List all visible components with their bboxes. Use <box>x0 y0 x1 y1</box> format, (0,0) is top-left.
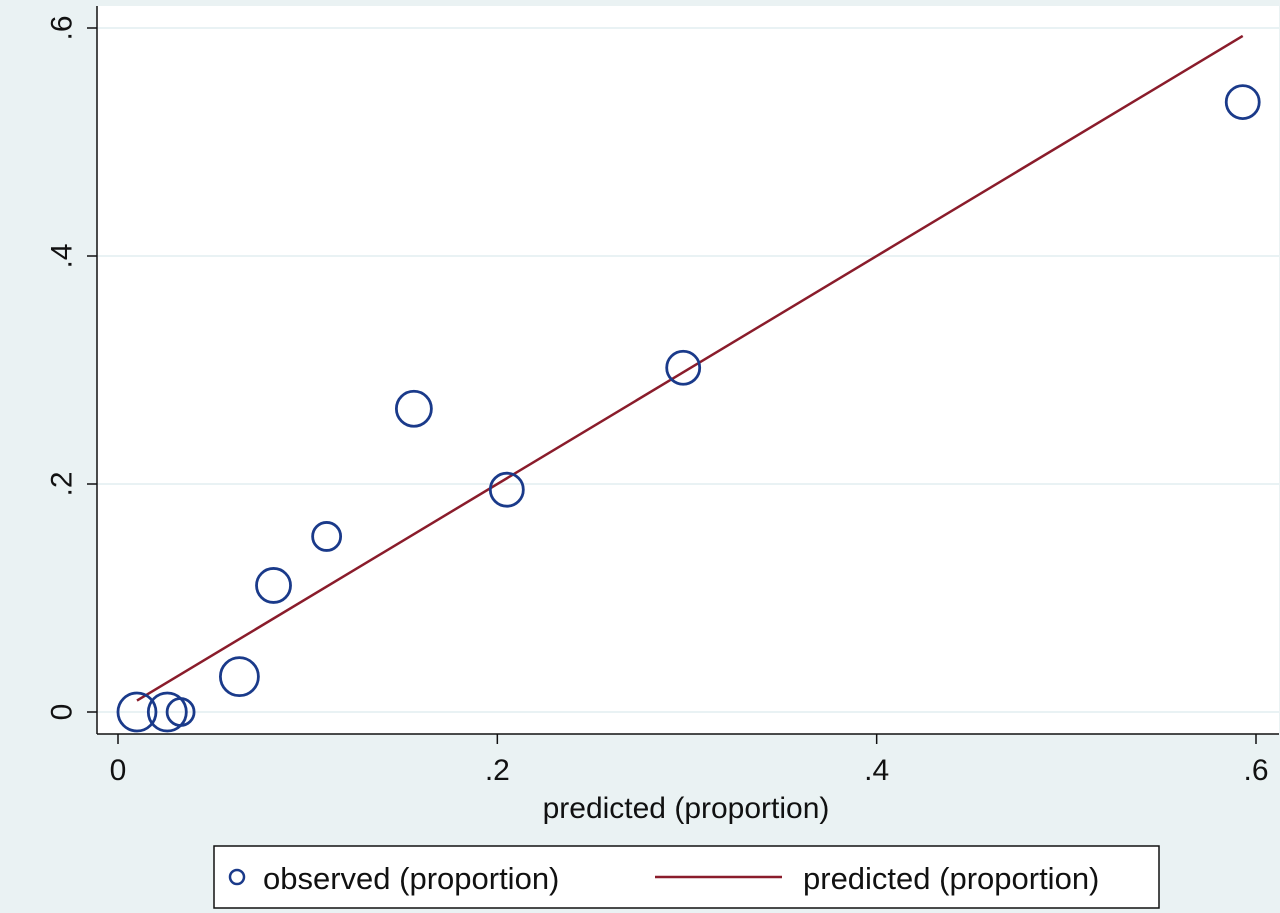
observed-point <box>1224 84 1261 120</box>
observed-point <box>488 471 525 508</box>
grid-lines <box>97 27 1279 713</box>
y-tick-label: .4 <box>46 243 79 268</box>
y-tick-label: .2 <box>46 471 79 496</box>
x-tick-label: .2 <box>485 754 510 787</box>
axes <box>96 6 1279 735</box>
observed-point <box>394 389 433 428</box>
predicted-series <box>136 34 1244 702</box>
x-tick-label: 0 <box>110 754 127 787</box>
observed-point <box>255 567 292 604</box>
y-axis-ticks: 0 .2 .4 .6 <box>46 15 97 721</box>
x-tick-label: .4 <box>864 754 889 787</box>
observed-point <box>311 521 343 552</box>
legend-observed-label: observed (proportion) <box>263 861 559 896</box>
x-tick-label: .6 <box>1243 754 1268 787</box>
y-tick-label: .6 <box>46 15 79 40</box>
legend-predicted-label: predicted (proportion) <box>803 861 1099 896</box>
y-tick-label: 0 <box>46 704 79 721</box>
x-axis-ticks: 0 .2 .4 .6 <box>110 734 1269 787</box>
predicted-line <box>136 34 1244 702</box>
legend-observed-marker <box>228 868 246 886</box>
observed-point <box>146 691 188 733</box>
observed-point <box>665 349 702 386</box>
observed-point <box>165 697 196 727</box>
observed-series <box>116 84 1261 733</box>
observed-point <box>116 691 158 733</box>
legend: observed (proportion) predicted (proport… <box>213 845 1160 909</box>
observed-point <box>218 656 260 698</box>
x-axis-title: predicted (proportion) <box>543 792 830 825</box>
